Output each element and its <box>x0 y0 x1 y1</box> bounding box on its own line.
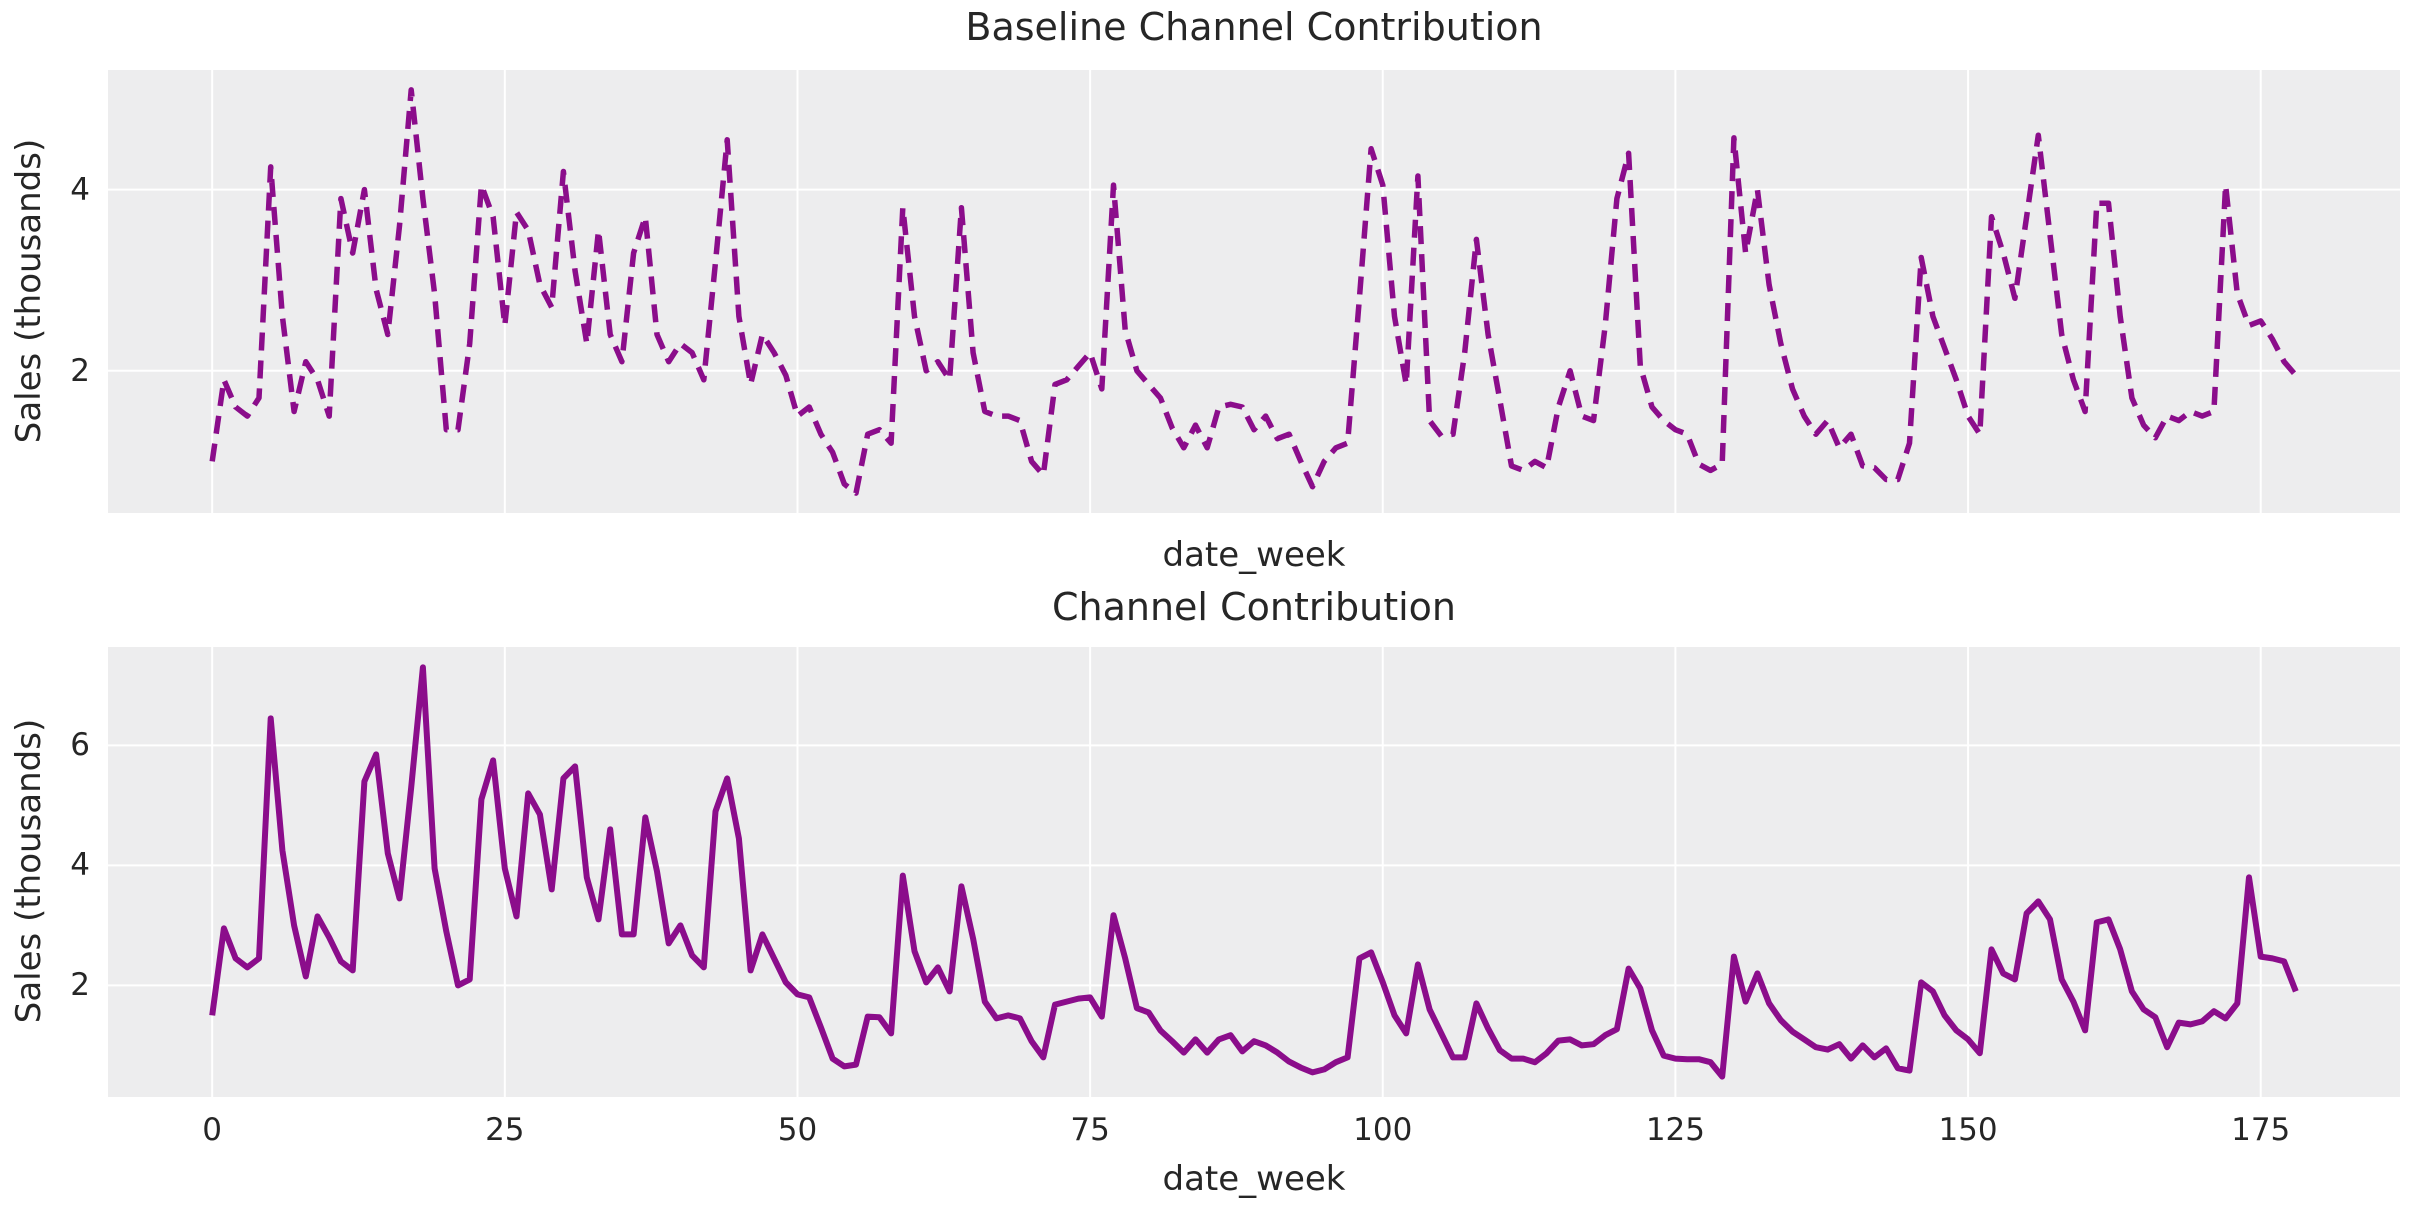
baseline-contribution-line <box>209 87 2298 496</box>
top-x-axis-label: date_week <box>1162 535 1346 575</box>
x-tick-label: 175 <box>2231 1112 2291 1148</box>
x-tick-label: 150 <box>1938 1112 1998 1148</box>
bottom-chart-title: Channel Contribution <box>1051 585 1457 629</box>
x-tick-label: 25 <box>485 1112 525 1148</box>
top-y-axis-label: Sales (thousands) <box>9 138 49 444</box>
top-plot-area <box>108 70 2400 513</box>
x-tick-label: 0 <box>202 1112 223 1148</box>
bottom-chart-svg <box>108 647 2400 1097</box>
channel-contribution-line <box>209 664 2299 1080</box>
y-tick-label: 4 <box>70 847 90 884</box>
y-tick-label: 2 <box>70 352 90 389</box>
y-tick-label: 4 <box>70 171 90 208</box>
bottom-x-axis-label: date_week <box>1162 1159 1346 1199</box>
top-chart-title: Baseline Channel Contribution <box>965 5 1543 49</box>
x-tick-label: 125 <box>1645 1112 1705 1148</box>
bottom-plot-area <box>108 647 2400 1097</box>
x-tick-label: 100 <box>1353 1112 1413 1148</box>
top-chart-svg <box>108 70 2400 513</box>
x-tick-label: 50 <box>777 1112 818 1148</box>
x-tick-label: 75 <box>1070 1112 1110 1148</box>
y-tick-label: 2 <box>70 967 90 1004</box>
y-tick-label: 6 <box>70 727 90 764</box>
